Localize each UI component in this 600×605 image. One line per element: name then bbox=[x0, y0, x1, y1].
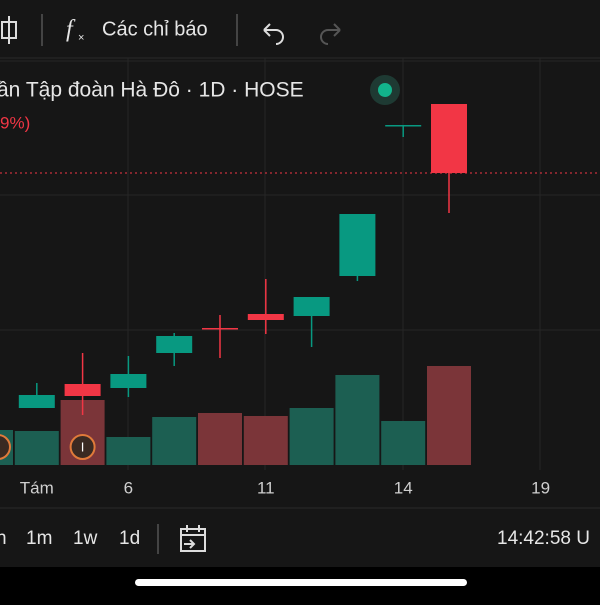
event-marker bbox=[69, 434, 96, 460]
candle-body bbox=[110, 374, 147, 388]
volume-bar bbox=[243, 416, 288, 465]
background bbox=[0, 0, 600, 567]
candle-body bbox=[18, 395, 55, 408]
x-tick-label: Tám bbox=[20, 478, 54, 497]
volume-bar bbox=[152, 417, 197, 465]
range-button[interactable]: n bbox=[0, 528, 7, 549]
volume-bar bbox=[106, 437, 151, 465]
fx-icon[interactable]: f bbox=[66, 17, 76, 43]
volume-bar bbox=[14, 431, 59, 465]
range-button[interactable]: 1m bbox=[26, 528, 52, 549]
volume-bar bbox=[381, 421, 426, 465]
indicators-button[interactable]: Các chỉ báo bbox=[102, 18, 208, 40]
x-tick-label: 11 bbox=[257, 478, 275, 497]
candle-body bbox=[156, 336, 193, 353]
x-tick-label: 14 bbox=[394, 478, 413, 497]
clock: 14:42:58 U bbox=[497, 528, 590, 549]
plot: Tám6111419II bbox=[0, 104, 600, 497]
candle-body bbox=[64, 384, 101, 396]
undo-button[interactable] bbox=[263, 23, 284, 45]
range-button[interactable]: 1d bbox=[119, 528, 140, 549]
volume-bar bbox=[289, 408, 334, 465]
event-marker bbox=[0, 434, 11, 460]
candle-body bbox=[202, 328, 238, 330]
fx-icon: × bbox=[78, 32, 84, 44]
toolbar: f × Các chỉ báo bbox=[1, 14, 341, 46]
range-button[interactable]: 1w bbox=[73, 528, 98, 549]
x-tick-label: 19 bbox=[531, 478, 550, 497]
candle-body bbox=[431, 104, 467, 173]
volume-bar bbox=[335, 375, 380, 465]
home-indicator bbox=[135, 579, 467, 586]
redo-button[interactable] bbox=[320, 23, 341, 45]
candle-body bbox=[247, 314, 284, 320]
goto-date-button[interactable] bbox=[180, 525, 206, 552]
candle-body bbox=[385, 125, 422, 127]
volume-bar bbox=[427, 366, 471, 465]
candle-body bbox=[293, 297, 330, 316]
chart-title: ần Tập đoàn Hà Đô · 1D · HOSE bbox=[0, 79, 304, 102]
live-indicator bbox=[378, 83, 392, 97]
chart-type-icon[interactable] bbox=[1, 16, 17, 44]
volume-bar bbox=[198, 413, 242, 465]
change-label: 9%) bbox=[0, 113, 30, 132]
candle-body bbox=[339, 214, 376, 276]
x-tick-label: 6 bbox=[124, 478, 133, 497]
event-label: I bbox=[81, 439, 85, 454]
